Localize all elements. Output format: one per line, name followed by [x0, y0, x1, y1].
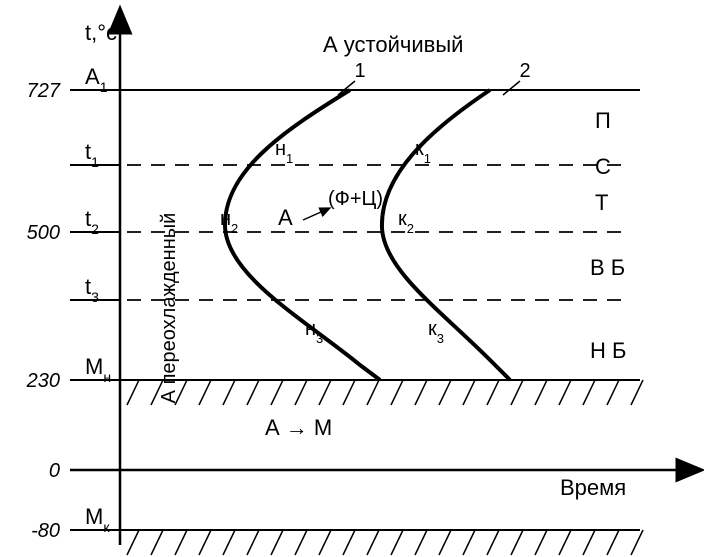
martensite-reaction: А → М [265, 415, 332, 440]
svg-text:500: 500 [27, 222, 60, 244]
y-axis-label: t,°c [85, 20, 117, 45]
svg-text:1: 1 [354, 60, 365, 82]
svg-text:П: П [595, 108, 611, 133]
svg-text:Т: Т [595, 190, 608, 215]
x-axis-label: Время [560, 475, 626, 500]
curve-1 [225, 90, 380, 380]
region-labels: ПСТ В Б Н Б [590, 108, 626, 363]
svg-text:230: 230 [26, 370, 60, 392]
horizontal-lines [70, 90, 640, 530]
svg-text:727: 727 [27, 80, 61, 102]
curve-2 [382, 90, 510, 380]
svg-text:2: 2 [519, 60, 530, 82]
point-labels: н1к1н2к2н3к3 [220, 138, 444, 346]
svg-text:(Ф+Ц): (Ф+Ц) [328, 188, 383, 210]
svg-text:В Б: В Б [590, 255, 625, 280]
y-ticks: 727A1t1500t2t3230Mн0-80Mк [26, 64, 120, 542]
svg-text:Н Б: Н Б [590, 338, 626, 363]
svg-text:н3: н3 [305, 318, 323, 346]
svg-text:0: 0 [49, 460, 60, 482]
svg-text:С: С [595, 154, 611, 179]
supercooled-label: А переохлажденный [158, 213, 180, 404]
svg-text:к3: к3 [428, 318, 444, 346]
ttt-diagram: 727A1t1500t2t3230Mн0-80Mк 12 н1к1н2к2н3к… [0, 0, 704, 557]
top-stable-label: А устойчивый [323, 32, 463, 57]
svg-text:н1: н1 [275, 138, 293, 166]
svg-text:к1: к1 [415, 138, 431, 166]
svg-text:А: А [278, 205, 293, 230]
svg-text:-80: -80 [31, 520, 60, 542]
hatching [127, 380, 643, 555]
center-reaction: А (Ф+Ц) [278, 188, 383, 230]
